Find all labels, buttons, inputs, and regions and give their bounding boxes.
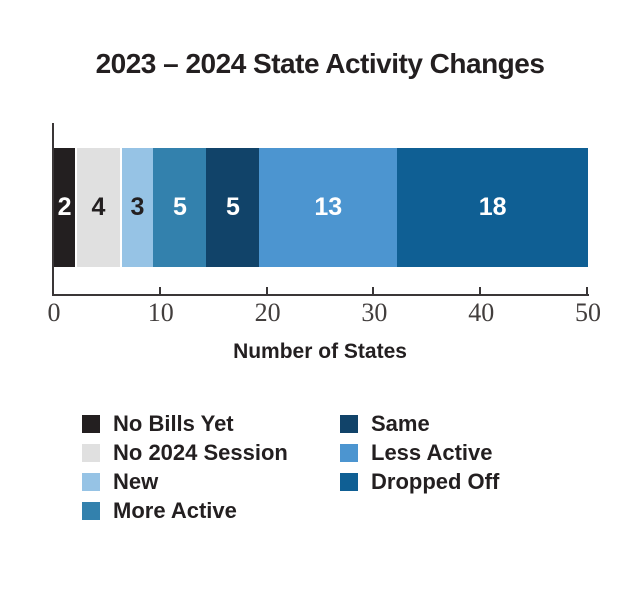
bar-segment-no-2024-session: 4: [77, 148, 122, 267]
legend-label: Less Active: [371, 439, 493, 465]
legend-swatch-more-active: [82, 501, 100, 520]
x-axis-tick-30: [372, 287, 375, 294]
x-axis-tick-20: [265, 287, 268, 294]
x-axis-tick-label-50: 50: [575, 298, 601, 327]
legend-swatch-no-bills-yet: [82, 414, 100, 433]
plot-area: 2 4 3 5 5 13 18 0 10 20 30 40 50: [48, 123, 601, 333]
x-axis-tick-label-20: 20: [254, 298, 281, 327]
x-axis-title: Number of States: [233, 340, 407, 363]
legend-col-1: No Bills Yet No 2024 Session New More Activ…: [82, 410, 288, 523]
bar-segment-value: 13: [314, 193, 343, 221]
legend-label: New: [113, 468, 159, 494]
x-axis-line: [52, 294, 589, 296]
legend-label: Dropped Off: [371, 468, 500, 494]
legend-swatch-new: [82, 472, 100, 491]
bar-segment-no-bills-yet: 2: [54, 148, 78, 267]
bar-segment-value: 5: [225, 193, 240, 221]
bar-segment-new: 3: [121, 148, 154, 267]
x-axis-tick-label-10: 10: [147, 298, 174, 327]
bar-segment-value: 4: [91, 193, 106, 221]
bar-segment-dropped-off: 18: [397, 148, 588, 267]
legend-swatch-same: [340, 414, 358, 433]
bar-segment-value: 2: [57, 193, 72, 221]
bar-segment-same: 5: [206, 148, 260, 267]
legend-label: Same: [371, 410, 430, 436]
legend-item-no-2024-session: No 2024 Session: [82, 439, 288, 465]
legend-col-2: Same Less Active Dropped Off: [340, 410, 500, 494]
bar-segment-value: 18: [478, 193, 507, 221]
legend-label: No Bills Yet: [113, 410, 234, 436]
legend-label: More Active: [113, 497, 237, 523]
chart-title: 2023 – 2024 State Activity Changes: [95, 48, 545, 79]
legend-swatch-dropped-off: [340, 472, 358, 491]
legend-item-more-active: More Active: [82, 497, 288, 523]
x-axis-tick-label-40: 40: [468, 298, 495, 327]
bar-segment-less-active: 13: [259, 148, 398, 267]
legend-item-new: New: [82, 468, 288, 494]
legend-item-less-active: Less Active: [340, 439, 499, 465]
legend-item-no-bills-yet: No Bills Yet: [82, 410, 288, 436]
bar-segment-more-active: 5: [153, 148, 207, 267]
y-axis-line: [52, 123, 54, 296]
stacked-bar: 2 4 3 5 5 13 18: [54, 148, 588, 267]
x-axis-tick-50: [586, 287, 588, 294]
bar-segment-value: 3: [130, 193, 145, 221]
legend-item-dropped-off: Dropped Off: [340, 468, 500, 494]
legend-swatch-no-2024-session: [82, 443, 100, 462]
x-axis-tick-label-30: 30: [361, 298, 388, 327]
legend-swatch-less-active: [340, 443, 358, 462]
x-axis-tick-40: [479, 287, 482, 294]
x-axis-tick-10: [158, 287, 161, 294]
x-axis-tick-label-0: 0: [47, 298, 61, 327]
legend-item-same: Same: [340, 410, 499, 436]
bar-segment-value: 5: [172, 193, 187, 221]
legend-label: No 2024 Session: [113, 439, 288, 465]
